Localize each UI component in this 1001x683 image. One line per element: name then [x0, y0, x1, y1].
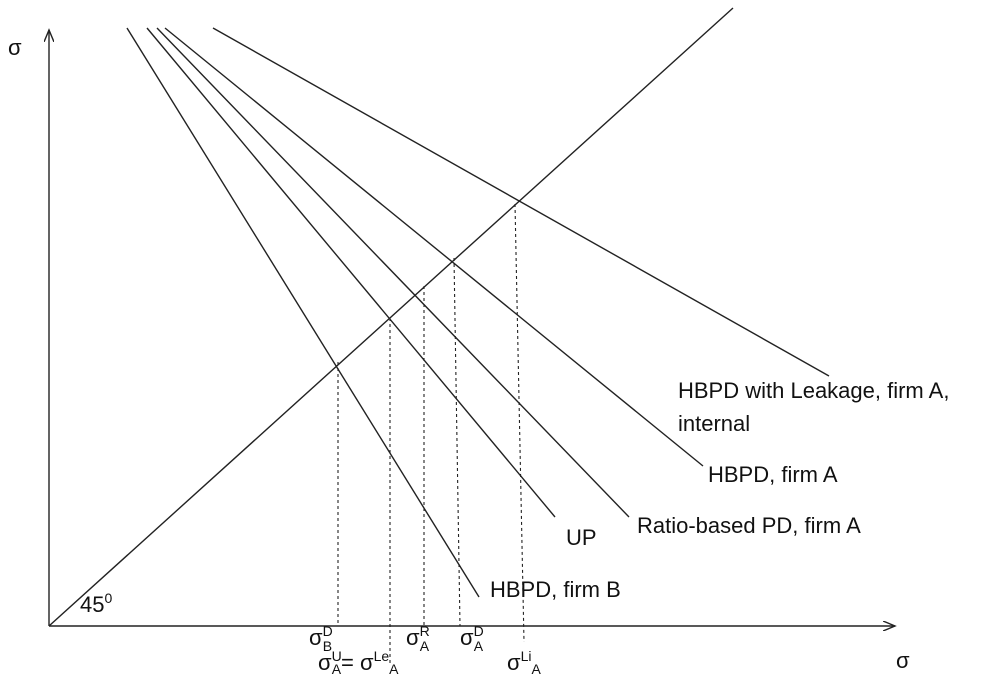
label-hbpd-leakage-line2: internal: [678, 411, 750, 436]
tick-sigma-li-a: σLiA: [507, 648, 541, 677]
x-axis-label: σ: [896, 648, 910, 673]
label-hbpd-firm-b: HBPD, firm B: [490, 577, 621, 602]
y-axis-label: σ: [8, 35, 22, 60]
curve-hbpd-leakage-firm-a: [212, 27, 830, 377]
tick-sigma-d-a: σD A: [460, 623, 484, 654]
label-up: UP: [566, 525, 597, 550]
tick-sigma-r-a: σR A: [406, 623, 430, 654]
curve-up: [146, 27, 556, 518]
drop-line-sigma-li-a: [514, 203, 525, 643]
angle-label: 450: [80, 590, 112, 617]
label-hbpd-firm-a: HBPD, firm A: [708, 462, 838, 487]
label-ratio-based-pd-firm-a: Ratio-based PD, firm A: [637, 513, 861, 538]
label-hbpd-leakage-line1: HBPD with Leakage, firm A,: [678, 378, 949, 403]
curve-hbpd-firm-a: [164, 27, 704, 467]
curve-hbpd-firm-b: [126, 27, 480, 598]
line-45-degree: [48, 7, 734, 627]
tick-sigma-u-a-equals-le-a: σU A= σLeA: [318, 648, 399, 677]
drop-line-sigma-d-a: [453, 257, 461, 627]
curve-ratio-based-pd-firm-a: [156, 27, 630, 518]
tick-sigma-d-b: σD B: [309, 623, 333, 654]
